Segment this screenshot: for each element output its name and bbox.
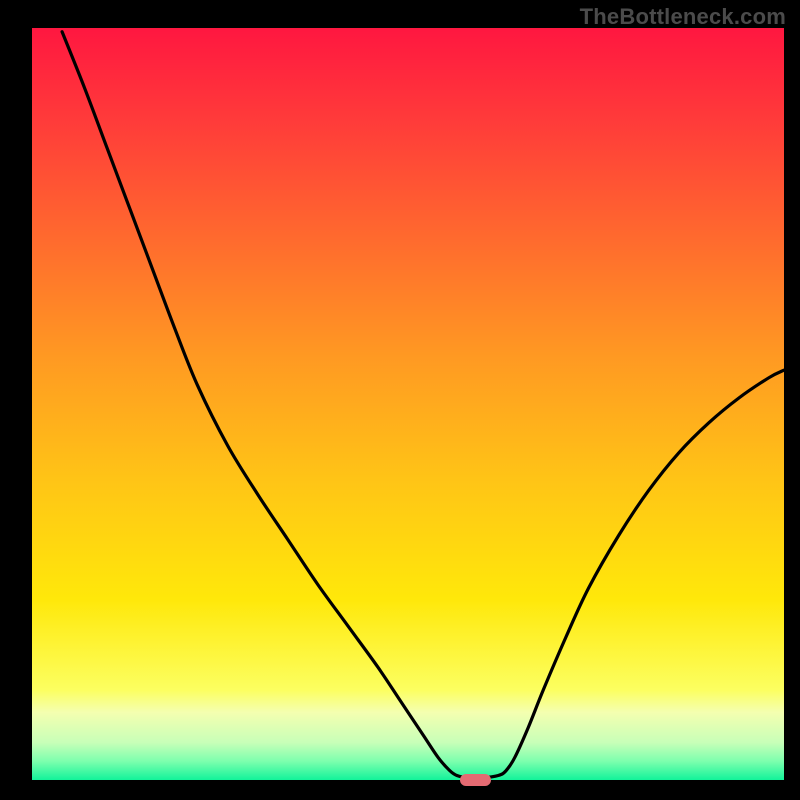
optimal-marker (460, 774, 492, 787)
bottleneck-curve (32, 28, 784, 780)
plot-area (32, 28, 784, 780)
watermark: TheBottleneck.com (580, 4, 786, 30)
